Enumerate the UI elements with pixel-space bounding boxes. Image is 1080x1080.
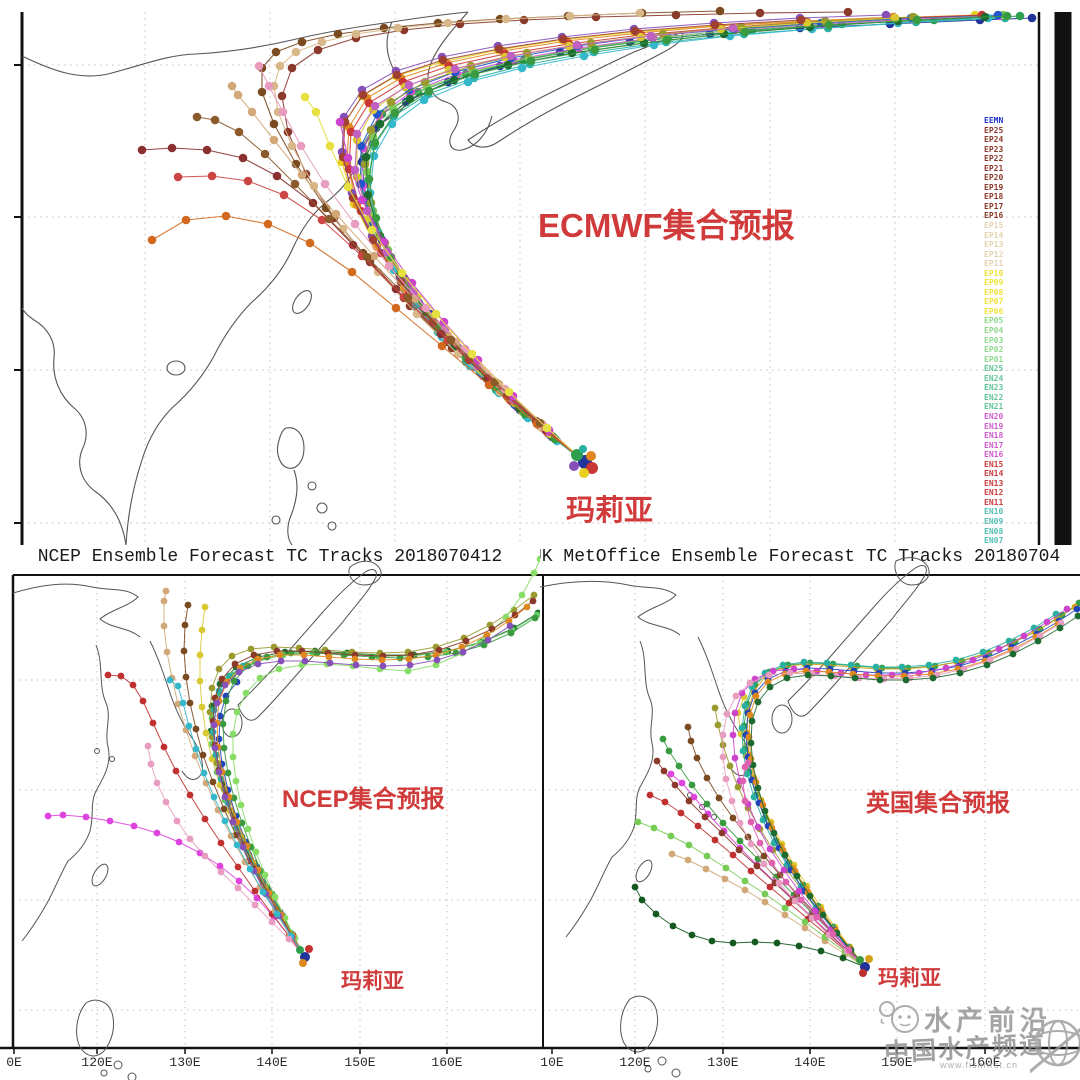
legend-item: EP21 [984,163,1004,173]
svg-text:150E: 150E [881,1055,912,1070]
ecmwf-storm-label: 玛莉亚 [566,495,654,527]
legend-item: EP17 [984,201,1004,211]
legend-item: EP01 [984,354,1004,364]
panel-ecmwf: ECMWF集合预报 玛莉亚 EEMN EP25 EP24 EP23 EP22 EP21 EP… [14,6,1072,545]
uk-map: 10E 120E 130E 140E 150E 160E [540,557,1080,1078]
svg-text:140E: 140E [256,1055,287,1070]
legend-item: EN07 [984,536,1004,544]
ecmwf-label: ECMWF集合预报 [538,207,795,244]
watermark-brand: 水产前沿 [924,1006,1052,1036]
legend-item: EN12 [984,488,1004,498]
legend-item: EN08 [984,526,1004,536]
legend-item: EP13 [984,240,1004,250]
legend-item: EP15 [984,221,1004,231]
legend-item: EN15 [984,459,1004,469]
legend-item: EP12 [984,249,1004,259]
legend-item: EP09 [984,278,1004,288]
legend-item: EP04 [984,326,1004,336]
ecmwf-legend: EEMN EP25 EP24 EP23 EP22 EP21 EP20 EP19 EP18 EP17… [984,116,1036,544]
svg-text:0E: 0E [6,1055,22,1070]
legend-item: EP02 [984,345,1004,355]
legend-item: EN16 [984,450,1004,460]
ncep-map: 0E 120E 130E 140E 150E 160E [0,555,540,1080]
legend-item: EN11 [984,497,1004,507]
legend-item: EN22 [984,392,1004,402]
watermark-url: www.fishfirst.cn [940,1060,1019,1070]
svg-text:130E: 130E [169,1055,200,1070]
legend-item: EP03 [984,335,1004,345]
svg-text:160E: 160E [969,1055,1000,1070]
legend-item: EN18 [984,431,1004,441]
legend-item: EN24 [984,373,1004,383]
legend-item: EN10 [984,507,1004,517]
ncep-label: NCEP集合预报 [282,786,445,813]
legend-item: EN09 [984,516,1004,526]
globe-icon [1030,1019,1080,1074]
coastlines-ecmwf [21,11,684,545]
coastlines-ncep [12,560,382,1080]
legend-item: EN19 [984,421,1004,431]
svg-text:150E: 150E [344,1055,375,1070]
legend-item: EEMN [984,116,1004,125]
legend-item: EN23 [984,383,1004,393]
legend-item: EP14 [984,230,1004,240]
legend-item: EP06 [984,306,1004,316]
legend-item: EP18 [984,192,1004,202]
mascot-icon [879,1001,919,1033]
ncep-storm-label: 玛莉亚 [341,970,404,993]
legend-item: EP19 [984,182,1004,192]
panel-ncep: NCEP Ensemble Forecast TC Tracks 2018070… [0,545,540,1080]
legend-item: EN25 [984,364,1004,374]
svg-text:160E: 160E [431,1055,462,1070]
svg-text:140E: 140E [794,1055,825,1070]
legend-item: EN14 [984,469,1004,479]
legend-item: EP08 [984,287,1004,297]
svg-text:130E: 130E [707,1055,738,1070]
svg-text:10E: 10E [540,1055,564,1070]
legend-item: EP11 [984,259,1004,269]
legend-item: EP05 [984,316,1004,326]
legend-item: EN21 [984,402,1004,412]
legend-item: EP10 [984,268,1004,278]
legend-item: EN13 [984,478,1004,488]
legend-item: EP24 [984,135,1004,145]
legend-item: EN17 [984,440,1004,450]
ecmwf-map [14,6,1072,545]
uk-storm-label: 玛莉亚 [878,967,941,990]
uk-label: 英国集合预报 [866,790,1010,817]
legend-item: EP20 [984,173,1004,183]
legend-item: EP22 [984,154,1004,164]
ncep-title: NCEP Ensemble Forecast TC Tracks 2018070… [37,547,503,567]
svg-text:120E: 120E [619,1055,650,1070]
uk-title: UK MetOffice Ensemble Forecast TC Tracks… [540,547,1061,567]
legend-item: EP16 [984,211,1004,221]
legend-item: EP07 [984,297,1004,307]
panel-uk: UK MetOffice Ensemble Forecast TC Tracks… [540,545,1080,1080]
legend-item: EP25 [984,125,1004,135]
watermark: 水产前沿 中国水产频道 www.fishfirst.cn [878,993,1080,1080]
svg-text:120E: 120E [81,1055,112,1070]
legend-item: EN20 [984,411,1004,421]
legend-item: EP23 [984,144,1004,154]
